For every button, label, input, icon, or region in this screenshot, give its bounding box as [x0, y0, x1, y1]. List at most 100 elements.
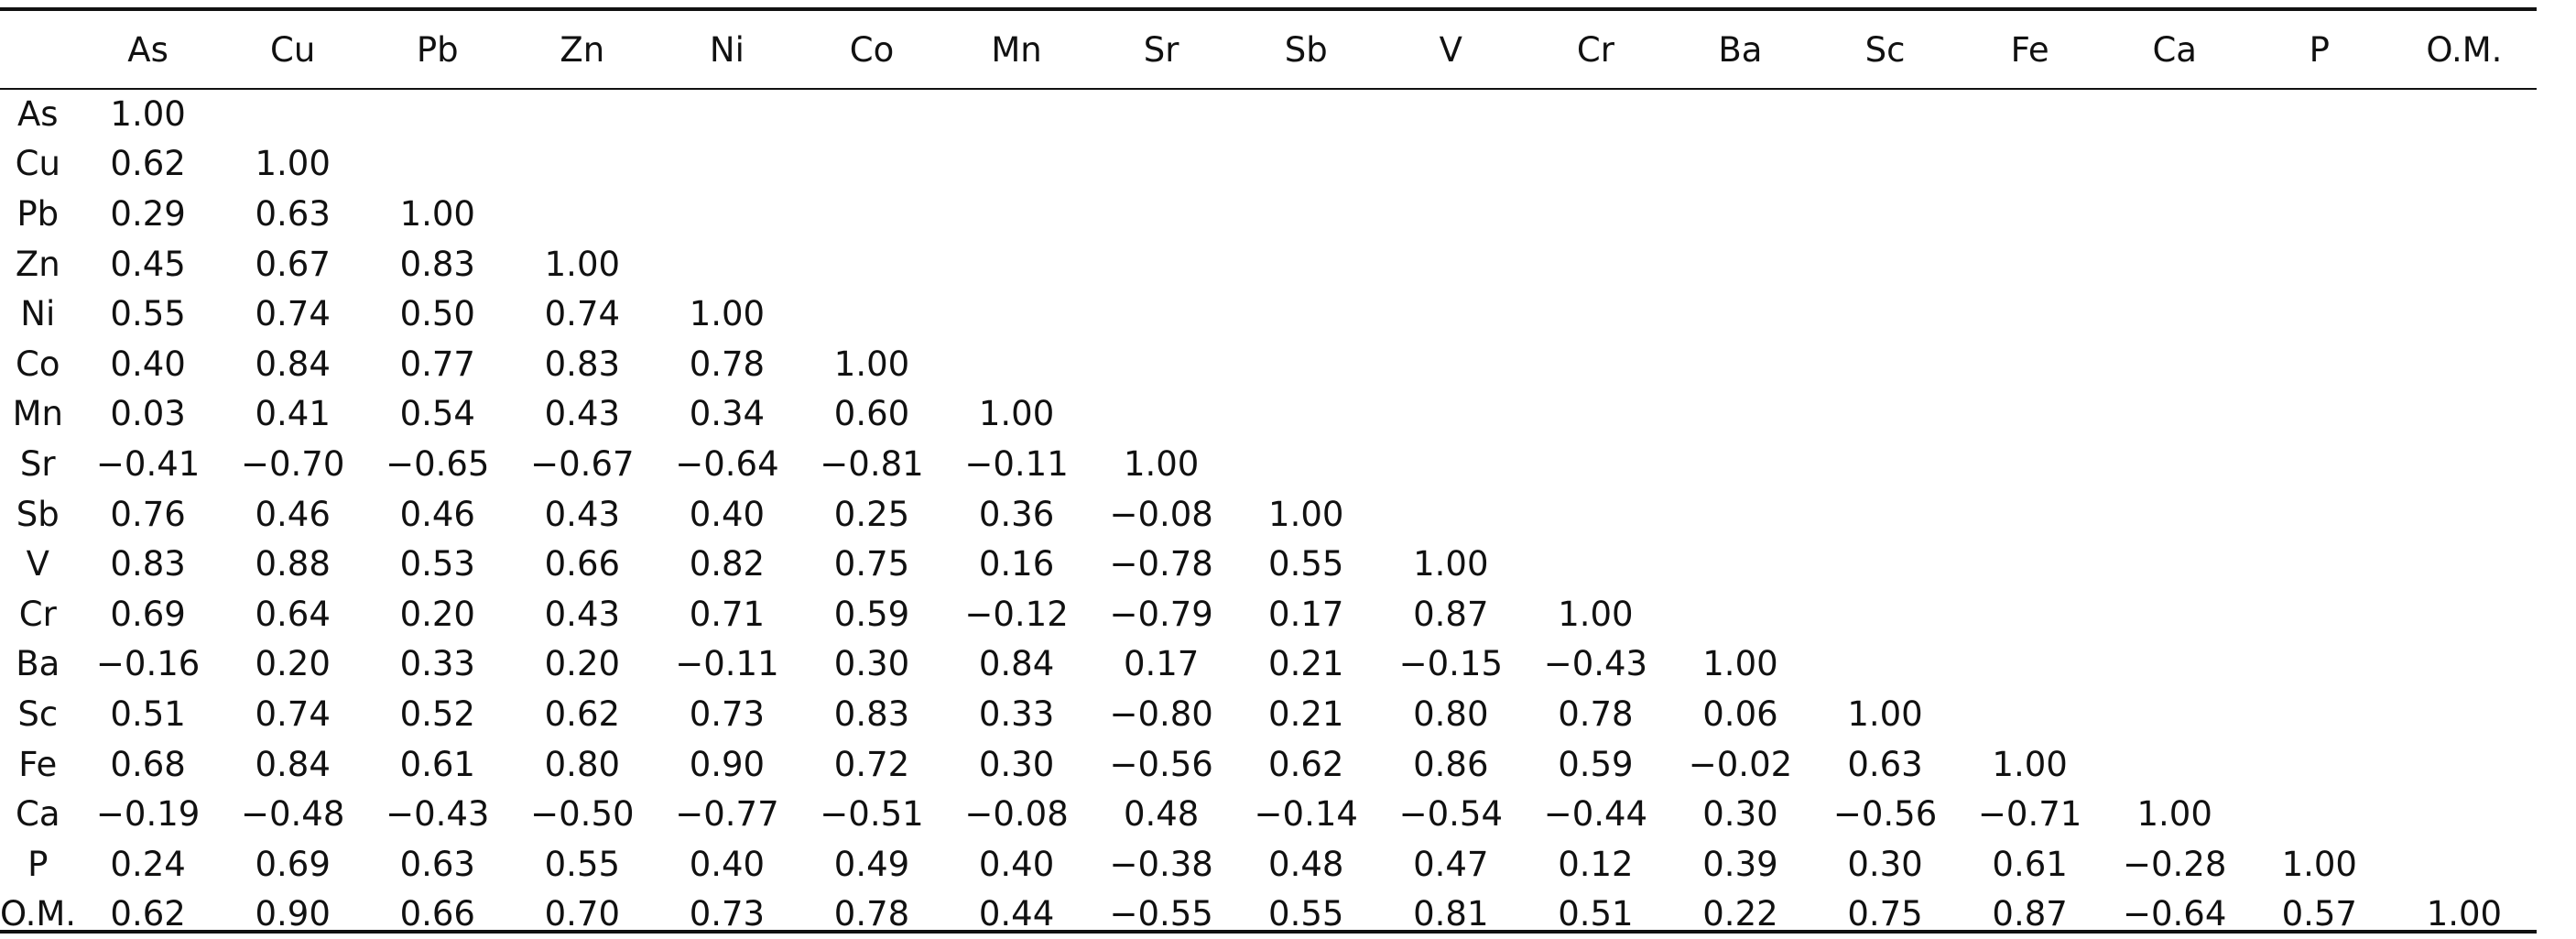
- correlation-value: 0.73: [655, 689, 799, 739]
- empty-cell: [2247, 539, 2392, 589]
- empty-cell: [2247, 739, 2392, 790]
- correlation-value: 0.57: [2247, 890, 2392, 939]
- empty-cell: [1813, 439, 1958, 489]
- empty-cell: [1958, 489, 2103, 540]
- empty-cell: [365, 89, 510, 139]
- empty-cell: [1958, 539, 2103, 589]
- correlation-value: 0.69: [221, 839, 365, 890]
- empty-cell: [2103, 589, 2247, 639]
- empty-cell: [2392, 189, 2537, 239]
- corner-cell: [0, 11, 76, 89]
- empty-cell: [1668, 189, 1812, 239]
- correlation-value: 0.16: [944, 539, 1089, 589]
- correlation-value: −0.80: [1089, 689, 1234, 739]
- correlation-value: −0.08: [944, 789, 1089, 839]
- empty-cell: [1089, 239, 1234, 289]
- empty-cell: [2103, 189, 2247, 239]
- empty-cell: [1523, 239, 1668, 289]
- correlation-value: 0.84: [221, 339, 365, 389]
- empty-cell: [1234, 89, 1378, 139]
- column-header: Fe: [1958, 11, 2103, 89]
- empty-cell: [2392, 389, 2537, 440]
- row-label: Cr: [0, 589, 76, 639]
- empty-cell: [944, 239, 1089, 289]
- column-header: Ni: [655, 11, 799, 89]
- correlation-value: −0.81: [799, 439, 944, 489]
- column-header: Pb: [365, 11, 510, 89]
- correlation-value: −0.67: [510, 439, 655, 489]
- correlation-value: 0.34: [655, 389, 799, 440]
- correlation-value: −0.08: [1089, 489, 1234, 540]
- empty-cell: [2103, 339, 2247, 389]
- empty-cell: [2392, 239, 2537, 289]
- correlation-value: 0.44: [944, 890, 1089, 939]
- empty-cell: [1668, 89, 1812, 139]
- correlation-value: 0.24: [76, 839, 221, 890]
- empty-cell: [2392, 339, 2537, 389]
- empty-cell: [1089, 189, 1234, 239]
- empty-cell: [944, 289, 1089, 339]
- correlation-value: 0.67: [221, 239, 365, 289]
- empty-cell: [2103, 389, 2247, 440]
- empty-cell: [799, 189, 944, 239]
- row-label: Zn: [0, 239, 76, 289]
- empty-cell: [655, 239, 799, 289]
- correlation-value: 0.90: [655, 739, 799, 790]
- correlation-value: 1.00: [76, 89, 221, 139]
- row-label: Sr: [0, 439, 76, 489]
- correlation-value: 0.29: [76, 189, 221, 239]
- correlation-value: 0.48: [1234, 839, 1378, 890]
- empty-cell: [510, 189, 655, 239]
- correlation-value: 0.78: [1523, 689, 1668, 739]
- empty-cell: [1378, 439, 1523, 489]
- empty-cell: [655, 89, 799, 139]
- empty-cell: [1668, 139, 1812, 190]
- empty-cell: [1523, 439, 1668, 489]
- empty-cell: [2103, 439, 2247, 489]
- correlation-value: −0.02: [1668, 739, 1812, 790]
- correlation-value: 1.00: [944, 389, 1089, 440]
- empty-cell: [1378, 89, 1523, 139]
- empty-cell: [1234, 289, 1378, 339]
- correlation-value: 0.78: [799, 890, 944, 939]
- empty-cell: [1813, 389, 1958, 440]
- empty-cell: [1813, 89, 1958, 139]
- empty-cell: [1668, 589, 1812, 639]
- correlation-value: 0.74: [510, 289, 655, 339]
- empty-cell: [1668, 339, 1812, 389]
- empty-cell: [1813, 339, 1958, 389]
- correlation-value: −0.78: [1089, 539, 1234, 589]
- empty-cell: [1813, 539, 1958, 589]
- correlation-value: 0.41: [221, 389, 365, 440]
- empty-cell: [799, 139, 944, 190]
- correlation-value: 1.00: [2247, 839, 2392, 890]
- correlation-value: 0.20: [510, 639, 655, 690]
- correlation-value: −0.55: [1089, 890, 1234, 939]
- correlation-value: 0.17: [1234, 589, 1378, 639]
- correlation-value: −0.54: [1378, 789, 1523, 839]
- correlation-value: −0.77: [655, 789, 799, 839]
- correlation-value: 1.00: [1958, 739, 2103, 790]
- correlation-value: 0.20: [365, 589, 510, 639]
- empty-cell: [2392, 539, 2537, 589]
- correlation-value: −0.56: [1089, 739, 1234, 790]
- correlation-value: 0.83: [365, 239, 510, 289]
- correlation-value: −0.56: [1813, 789, 1958, 839]
- empty-cell: [2247, 789, 2392, 839]
- correlation-value: 0.83: [799, 689, 944, 739]
- correlation-value: −0.14: [1234, 789, 1378, 839]
- correlation-value: 0.59: [1523, 739, 1668, 790]
- empty-cell: [2247, 89, 2392, 139]
- column-header: Ba: [1668, 11, 1812, 89]
- empty-cell: [1813, 489, 1958, 540]
